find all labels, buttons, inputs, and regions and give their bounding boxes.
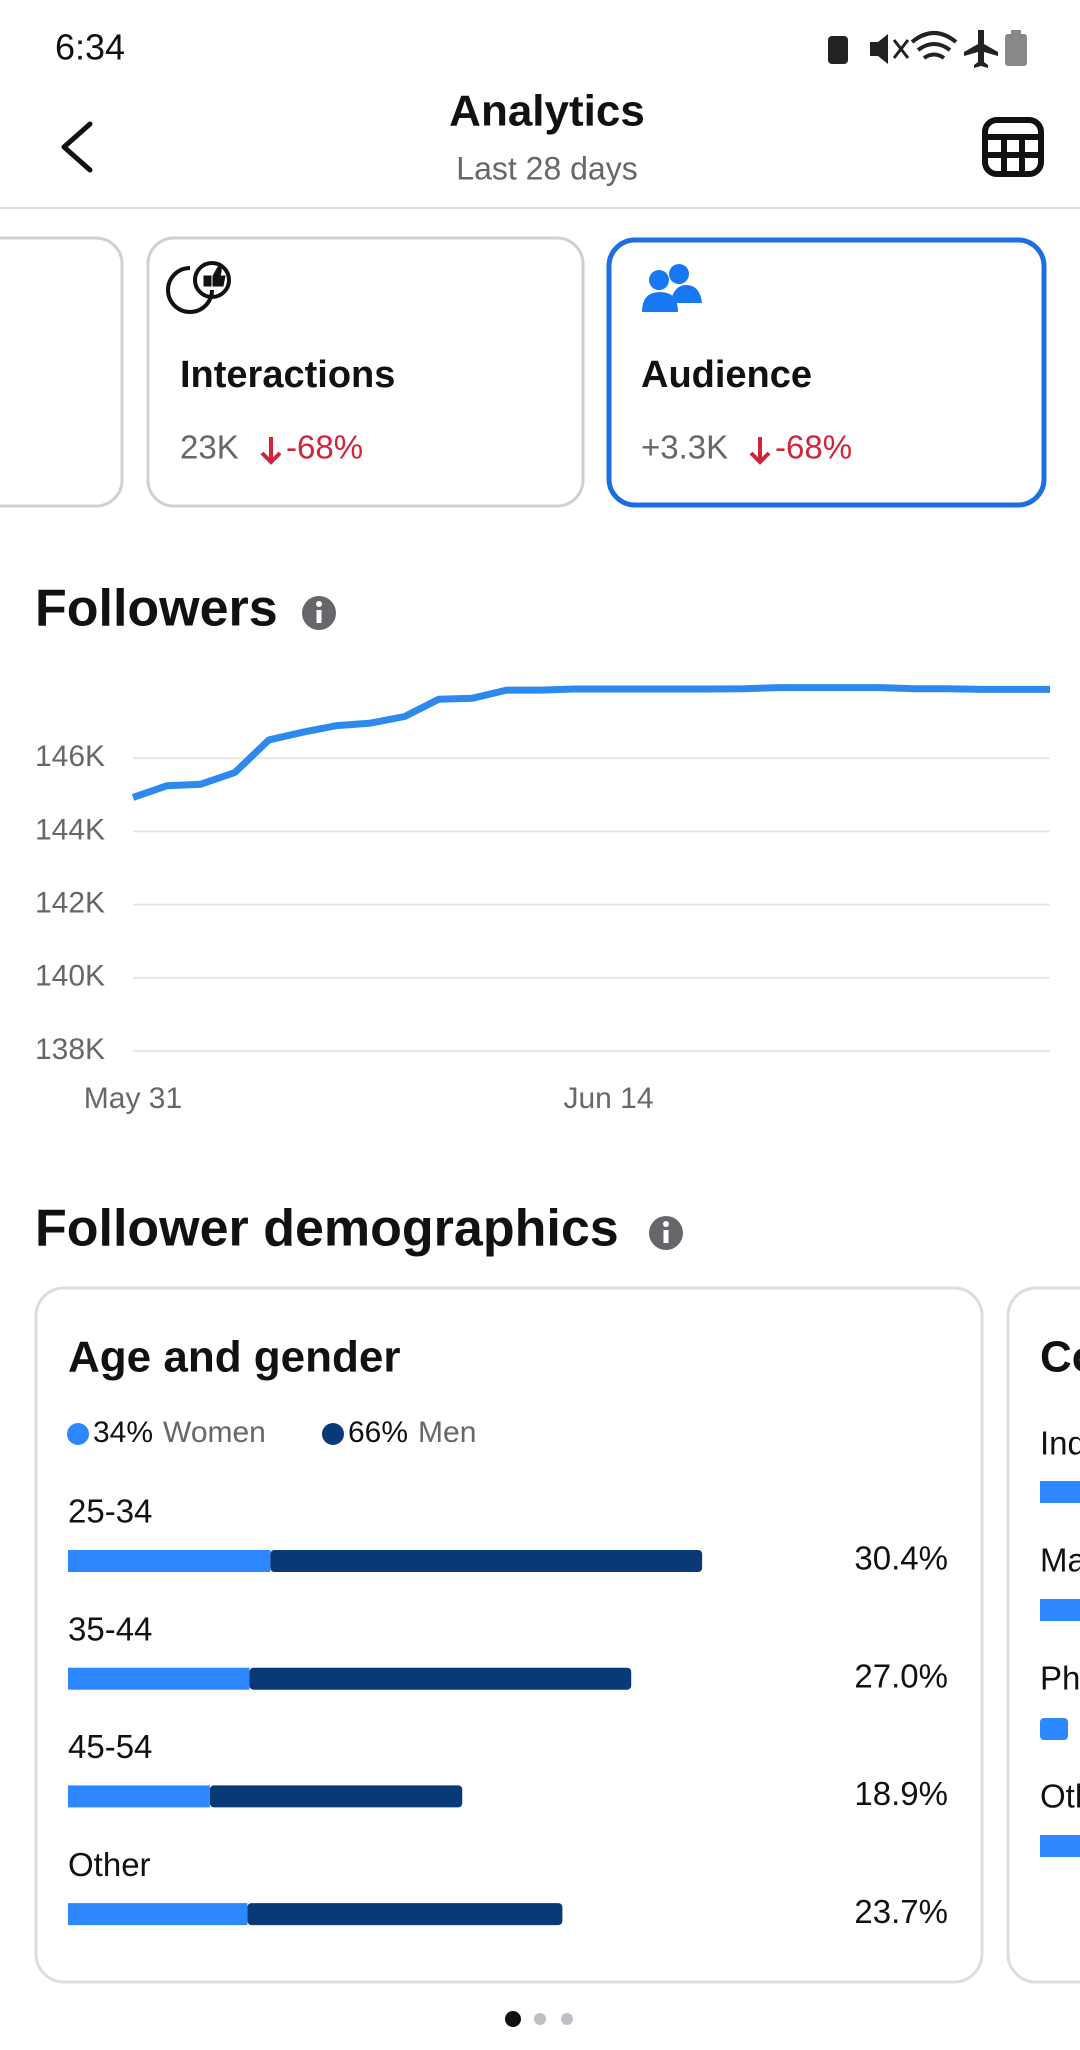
card-title: Interactions [180, 354, 395, 396]
card-change: -68% [775, 429, 852, 466]
category-label: 45-54 [68, 1728, 152, 1765]
status-time: 6:34 [55, 27, 125, 68]
category-label: 35-44 [68, 1610, 152, 1647]
back-button[interactable] [61, 121, 93, 173]
legend-share: 66% [348, 1416, 408, 1449]
bar-fragment [1040, 1718, 1068, 1740]
line-series [131, 684, 1050, 801]
bar-segment [247, 1903, 563, 1926]
status-icons [828, 30, 1027, 68]
y-tick-label: 138K [35, 1033, 105, 1066]
bar-segment [209, 1785, 463, 1808]
y-tick-label: 142K [35, 887, 105, 920]
row-label: Ph [1040, 1660, 1080, 1697]
info-icon[interactable] [302, 596, 336, 630]
bar-chart: 34% Women 66% Men 25-34 30.4% 35-44 27.0% 45-54 1… [67, 1416, 948, 1930]
card-value: +3.3K [641, 429, 728, 466]
x-tick-label: Jun 14 [563, 1082, 653, 1115]
total-label: 30.4% [854, 1540, 948, 1577]
demographics-card [34, 1286, 984, 1984]
card-title: Age and gender [68, 1333, 401, 1382]
legend-share: 34% [93, 1416, 153, 1449]
category-label: 25-34 [68, 1493, 152, 1530]
row-label: Ind [1040, 1425, 1080, 1462]
down-arrow [749, 437, 771, 465]
legend-entry: 66% Men [348, 1416, 476, 1449]
total-label: 23.7% [854, 1893, 948, 1930]
card-value: 23K [180, 429, 239, 466]
calendar-button[interactable] [982, 117, 1044, 177]
bar-segment [68, 1903, 248, 1926]
bar-fragment [1040, 1599, 1080, 1621]
section-title: Followers [35, 580, 278, 638]
bar-segment [68, 1550, 271, 1572]
legend-dot [67, 1423, 89, 1445]
bar-fragment [1040, 1835, 1080, 1857]
bar-fragment [1040, 1481, 1080, 1503]
legend-dot [322, 1423, 344, 1445]
header-subtitle: Last 28 days [456, 150, 637, 186]
down-arrow [260, 437, 282, 465]
row-label: Ma [1040, 1542, 1080, 1579]
legend-name: Men [418, 1416, 476, 1449]
total-label: 27.0% [854, 1657, 948, 1694]
section-title: Follower demographics [35, 1200, 619, 1258]
bar-segment [249, 1667, 632, 1690]
info-icon[interactable] [649, 1216, 683, 1250]
bar-segment [270, 1550, 703, 1572]
category-label: Other [68, 1846, 151, 1883]
next-card[interactable] [1006, 1286, 1080, 1984]
bar-segment [68, 1667, 250, 1690]
row-label: Oth [1040, 1778, 1080, 1815]
interactions-icon [166, 261, 231, 314]
header-title: Analytics [449, 87, 645, 136]
y-tick-label: 140K [35, 960, 105, 993]
page-indicator [505, 2011, 573, 2027]
metric-card[interactable] [146, 236, 585, 508]
total-label: 18.9% [854, 1775, 948, 1812]
card-title: Audience [641, 354, 812, 396]
y-tick-label: 144K [35, 813, 105, 846]
legend-entry: 34% Women [93, 1416, 266, 1449]
legend-name: Women [163, 1416, 266, 1449]
line-chart: 138K 140K 142K 144K 146K May 31 Jun 14 [35, 684, 1050, 1115]
metric-card-selected[interactable] [606, 237, 1047, 508]
audience-icon [642, 264, 702, 312]
bar-segment [68, 1785, 210, 1808]
y-tick-label: 146K [35, 740, 105, 773]
card-change: -68% [286, 429, 363, 466]
metric-card[interactable] [0, 236, 124, 508]
card-title: Co [1040, 1333, 1080, 1382]
x-tick-label: May 31 [84, 1082, 182, 1115]
